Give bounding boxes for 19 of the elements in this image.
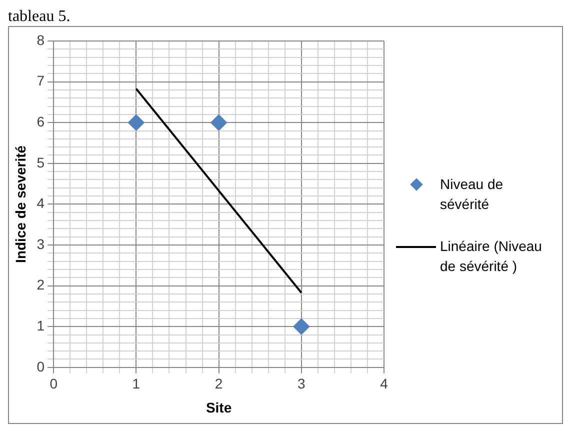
y-tick-label: 5 bbox=[36, 154, 45, 170]
x-tick-label: 4 bbox=[380, 376, 388, 392]
y-tick-label: 6 bbox=[36, 113, 45, 130]
x-tick-label: 0 bbox=[50, 376, 58, 392]
y-tick-label: 0 bbox=[36, 358, 45, 374]
y-tick-label: 3 bbox=[36, 236, 45, 252]
x-tick-label: 1 bbox=[132, 376, 140, 392]
x-axis-title: Site bbox=[206, 399, 232, 416]
y-tick-label: 8 bbox=[36, 32, 45, 48]
x-tick-label: 3 bbox=[298, 376, 306, 392]
y-tick-label: 2 bbox=[36, 276, 45, 293]
y-tick-label: 1 bbox=[36, 317, 45, 334]
y-tick-label: 7 bbox=[36, 72, 45, 89]
legend-label: Linéaire (Niveau de sévérité ) bbox=[439, 237, 543, 276]
legend-label: Niveau de sévérité bbox=[439, 175, 504, 214]
text: tableau 5. bbox=[8, 8, 72, 26]
x-tick-label: 2 bbox=[214, 376, 223, 392]
y-tick-label: 4 bbox=[36, 195, 45, 212]
y-axis-title: Indice de severité bbox=[12, 145, 28, 263]
